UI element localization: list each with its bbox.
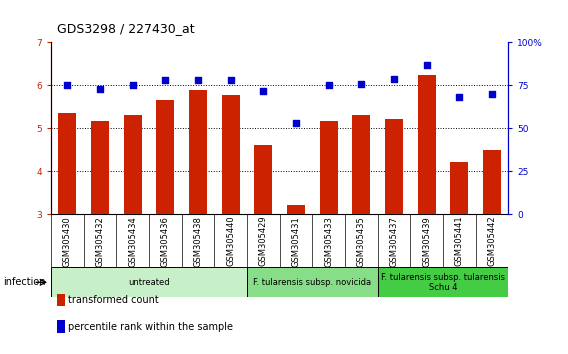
- Bar: [247, 267, 378, 297]
- Text: GSM305439: GSM305439: [422, 216, 431, 267]
- Bar: [91, 121, 109, 214]
- Bar: [124, 115, 142, 214]
- Text: GSM305433: GSM305433: [324, 216, 333, 267]
- Text: percentile rank within the sample: percentile rank within the sample: [68, 322, 233, 332]
- Text: GDS3298 / 227430_at: GDS3298 / 227430_at: [57, 22, 194, 35]
- Bar: [417, 75, 436, 214]
- Text: GSM305436: GSM305436: [161, 216, 170, 267]
- Bar: [352, 115, 370, 214]
- Text: untreated: untreated: [128, 278, 170, 287]
- Point: [95, 86, 105, 92]
- Text: GSM305440: GSM305440: [226, 216, 235, 267]
- Text: F. tularensis subsp. novicida: F. tularensis subsp. novicida: [253, 278, 371, 287]
- Bar: [320, 121, 338, 214]
- Point: [226, 78, 235, 83]
- Text: transformed count: transformed count: [68, 295, 159, 305]
- Point: [390, 76, 399, 81]
- Bar: [483, 150, 501, 214]
- Text: GSM305430: GSM305430: [63, 216, 72, 267]
- Point: [422, 62, 431, 68]
- Point: [194, 78, 203, 83]
- Text: GSM305435: GSM305435: [357, 216, 366, 267]
- Text: GSM305437: GSM305437: [390, 216, 399, 267]
- Point: [128, 82, 137, 88]
- Bar: [450, 162, 469, 214]
- Text: GSM305441: GSM305441: [455, 216, 464, 267]
- Bar: [254, 145, 273, 214]
- Point: [487, 91, 496, 97]
- Bar: [156, 101, 174, 214]
- Bar: [222, 95, 240, 214]
- Point: [357, 81, 366, 86]
- Point: [63, 82, 72, 88]
- Bar: [51, 267, 247, 297]
- Text: F. tularensis subsp. tularensis
Schu 4: F. tularensis subsp. tularensis Schu 4: [381, 273, 505, 292]
- Text: infection: infection: [3, 277, 45, 287]
- Text: GSM305434: GSM305434: [128, 216, 137, 267]
- Text: GSM305429: GSM305429: [259, 216, 268, 267]
- Point: [455, 95, 464, 100]
- Point: [259, 88, 268, 93]
- Point: [161, 78, 170, 83]
- Bar: [59, 113, 77, 214]
- Text: GSM305442: GSM305442: [487, 216, 496, 267]
- Bar: [378, 267, 508, 297]
- Bar: [385, 119, 403, 214]
- Text: GSM305432: GSM305432: [95, 216, 105, 267]
- Text: GSM305431: GSM305431: [291, 216, 300, 267]
- Point: [324, 82, 333, 88]
- Text: GSM305438: GSM305438: [194, 216, 203, 267]
- Point: [291, 120, 300, 126]
- Bar: [287, 205, 305, 214]
- Bar: [189, 90, 207, 214]
